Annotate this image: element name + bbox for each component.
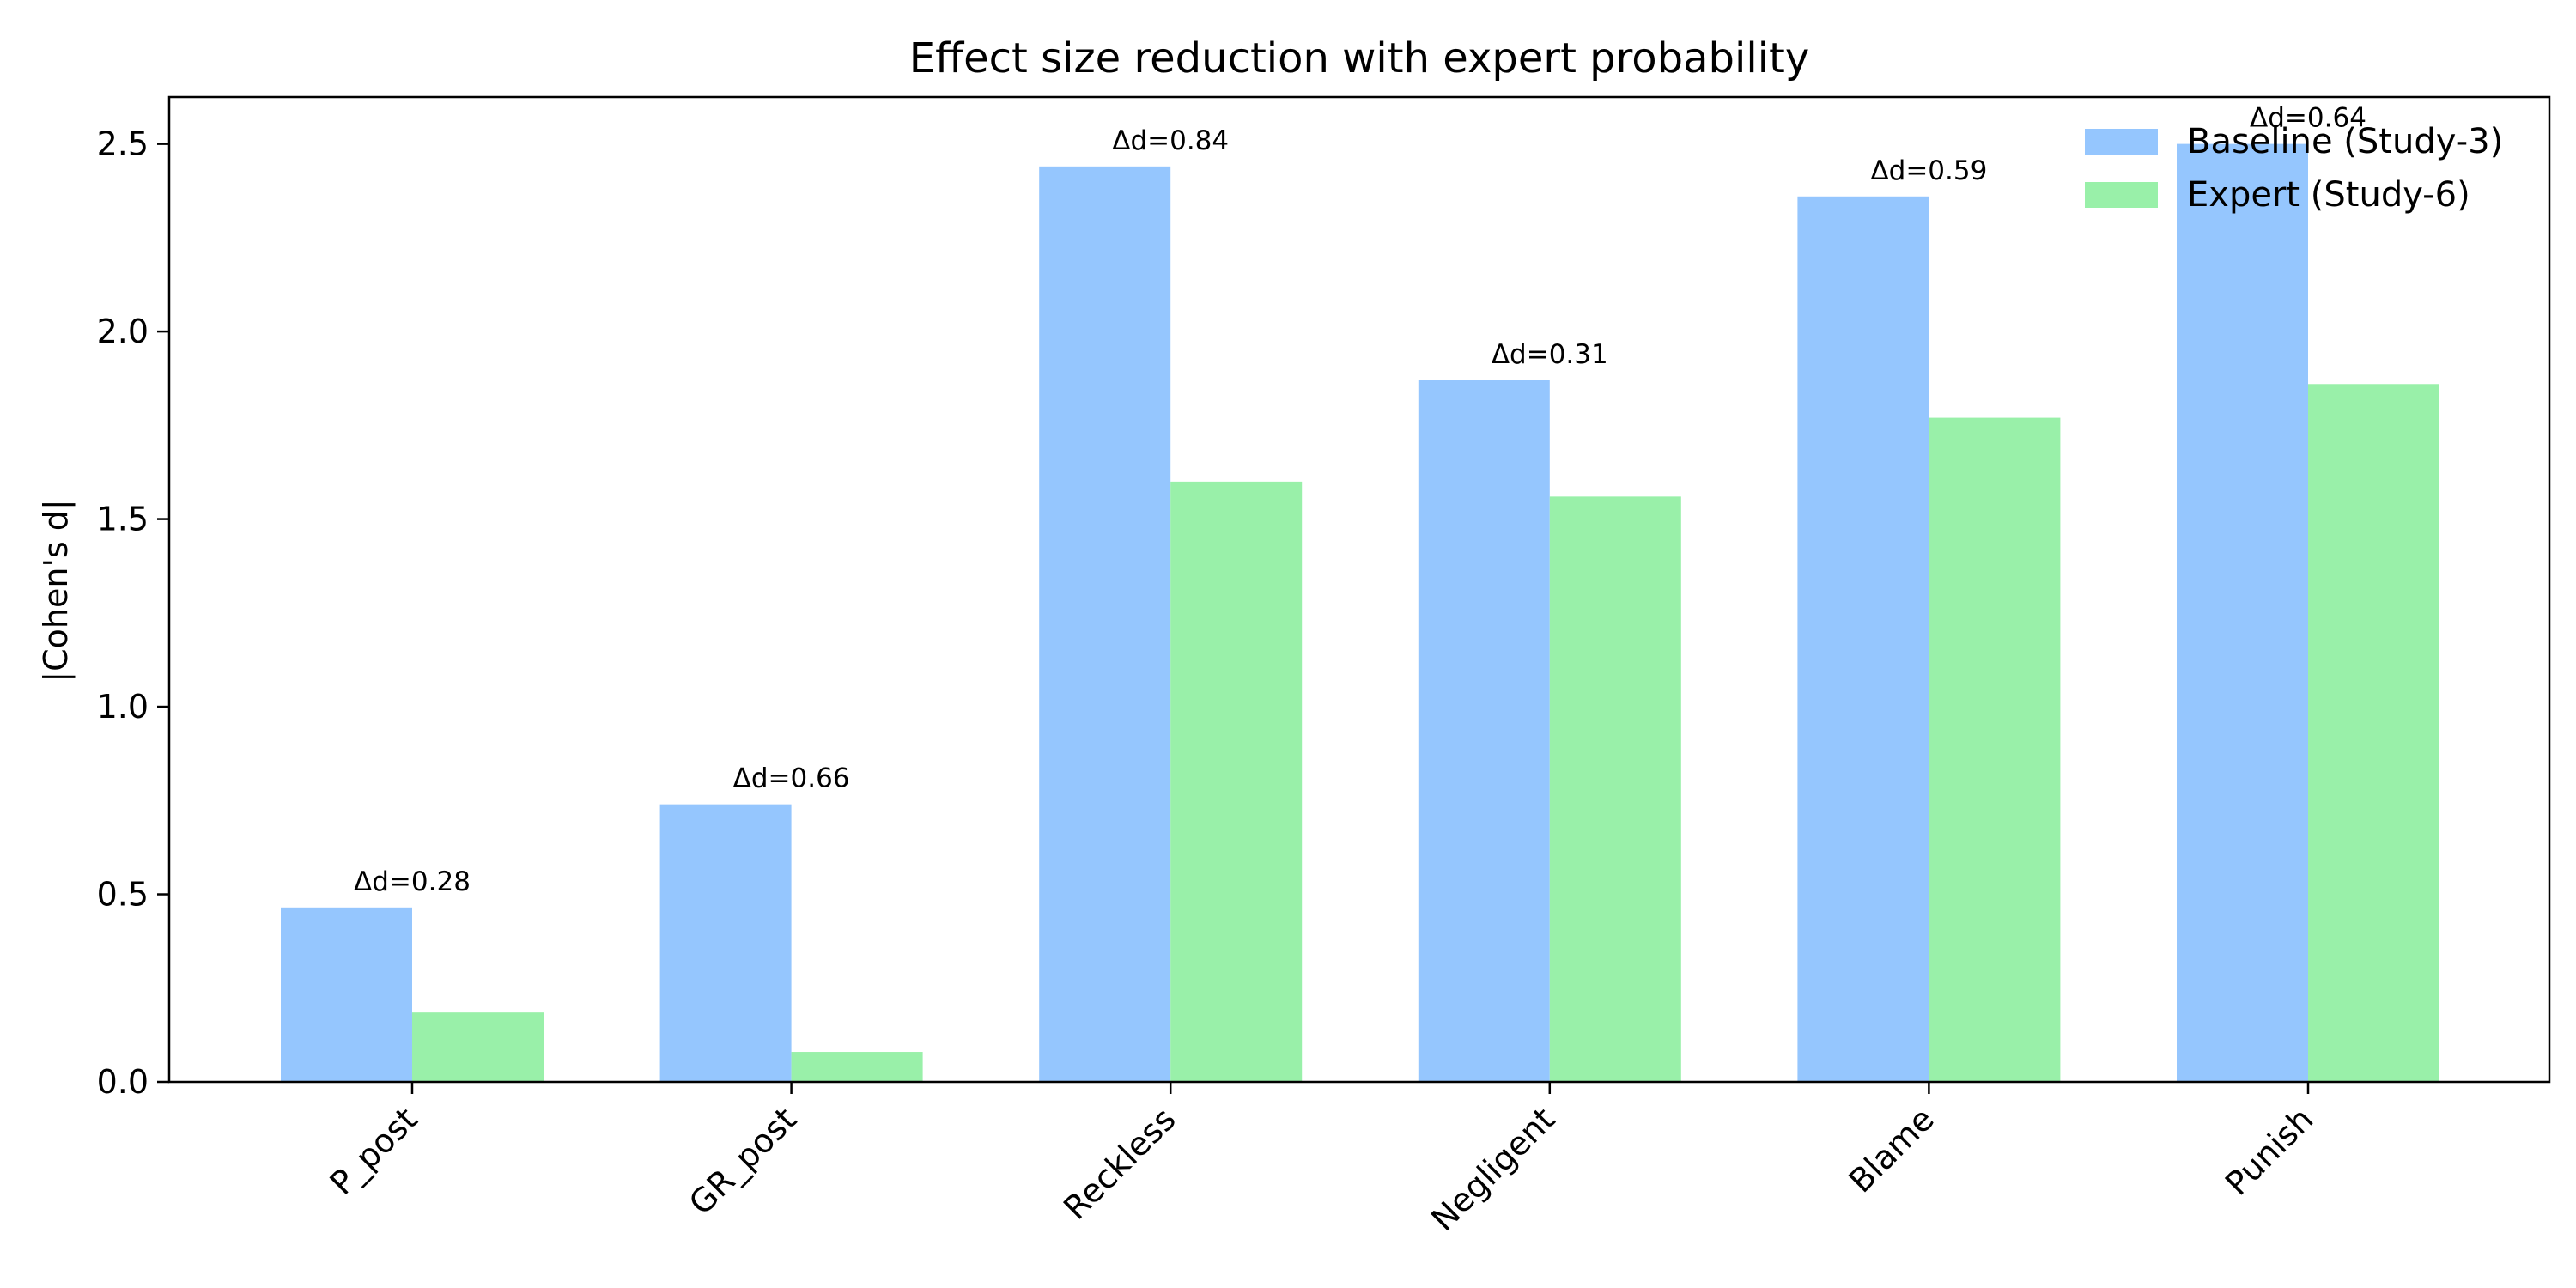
bar-expert <box>2308 384 2439 1083</box>
delta-annotation: Δd=0.59 <box>1870 155 1987 186</box>
bar-baseline <box>1418 380 1550 1082</box>
delta-annotation: Δd=0.66 <box>733 763 850 794</box>
delta-annotation: Δd=0.84 <box>1112 125 1229 156</box>
bar-baseline <box>281 907 412 1082</box>
x-tick-label: Punish <box>2218 1100 2320 1202</box>
legend: Baseline (Study-3) Expert (Study-6) <box>2085 122 2503 215</box>
x-tick-label: P_post <box>323 1100 425 1202</box>
bar-baseline <box>2177 143 2308 1083</box>
bar-baseline <box>659 804 792 1082</box>
bar-baseline <box>1039 166 1171 1083</box>
x-tick-label: Negligent <box>1424 1100 1562 1238</box>
bar-baseline <box>1797 196 1929 1083</box>
bars-layer <box>281 143 2439 1083</box>
y-tick-label: 0.0 <box>97 1063 149 1101</box>
legend-swatch <box>2085 129 2158 155</box>
annotations-layer: Δd=0.28 Δd=0.66 Δd=0.84 Δd=0.31 Δd=0.59 Δd=0.… <box>354 103 2366 897</box>
plot-frame <box>167 95 2551 1084</box>
y-tick-label: 2.0 <box>97 313 149 350</box>
bar-expert <box>1170 481 1303 1082</box>
bar-expert <box>1549 496 1681 1082</box>
y-tick-label: 0.5 <box>97 876 149 914</box>
bar-expert <box>412 1012 544 1082</box>
x-tick-label: Blame <box>1842 1100 1941 1200</box>
bar-expert <box>791 1052 923 1082</box>
y-tick-label: 1.0 <box>97 688 149 726</box>
x-tick-label: GR_post <box>682 1100 804 1222</box>
chart-title: Effect size reduction with expert probab… <box>909 34 1810 82</box>
y-axis-label: |Cohen's d| <box>37 499 76 682</box>
legend-label: Expert (Study-6) <box>2187 175 2470 215</box>
x-tick-label: Reckless <box>1056 1100 1182 1226</box>
delta-annotation: Δd=0.31 <box>1492 339 1608 370</box>
legend-swatch <box>2085 182 2158 208</box>
legend-label: Baseline (Study-3) <box>2187 122 2503 161</box>
y-tick-label: 1.5 <box>97 501 149 538</box>
delta-annotation: Δd=0.28 <box>354 866 471 897</box>
y-tick-label: 2.5 <box>97 125 149 163</box>
delta-annotation: Δd=0.64 <box>2250 103 2366 134</box>
bar-expert <box>1929 417 2061 1082</box>
